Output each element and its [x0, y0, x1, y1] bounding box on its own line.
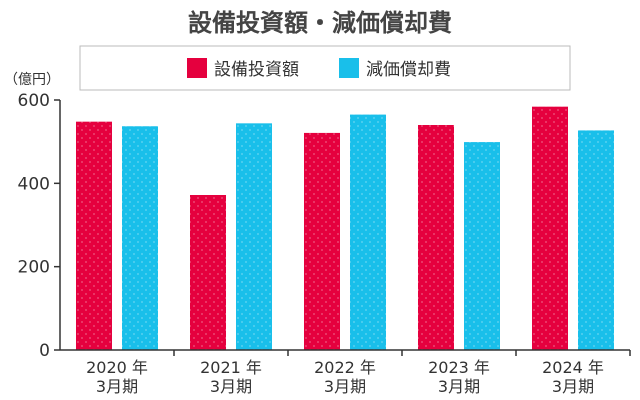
bar-texture	[122, 126, 158, 350]
y-axis-ticks: 0 200 400 600	[18, 91, 60, 361]
x-tick-label: 3月期	[552, 377, 594, 396]
legend-swatch-series-2	[339, 58, 359, 78]
legend-label-series-2: 減価償却費	[366, 60, 451, 80]
bar-texture	[578, 130, 614, 350]
bar-texture	[350, 114, 386, 350]
bar-texture	[532, 106, 568, 351]
x-tick-label: 3月期	[210, 377, 252, 396]
bar-texture	[418, 125, 454, 350]
bars	[76, 106, 614, 351]
bar-texture	[76, 121, 112, 351]
y-tick-label: 400	[18, 174, 50, 194]
x-tick-label: 3月期	[324, 377, 366, 396]
y-tick-label: 0	[39, 341, 50, 361]
legend-swatch-series-1	[187, 58, 207, 78]
y-tick-label: 200	[18, 258, 50, 278]
y-axis-unit-label: （億円）	[4, 72, 60, 88]
bar-texture	[304, 132, 340, 350]
bar-texture	[190, 195, 226, 350]
x-tick-label: 2024 年	[542, 358, 604, 377]
legend-box	[79, 45, 571, 91]
x-tick-label: 3月期	[96, 377, 138, 396]
y-tick-label: 600	[18, 91, 50, 111]
x-tick-label: 2020 年	[86, 358, 148, 377]
chart-title: 設備投資額・減価償却費	[188, 9, 452, 37]
bar-texture	[464, 142, 500, 350]
x-tick-label: 3月期	[438, 377, 480, 396]
x-tick-label: 2023 年	[428, 358, 490, 377]
x-tick-label: 2021 年	[200, 358, 262, 377]
x-tick-label: 2022 年	[314, 358, 376, 377]
bar-texture	[236, 123, 272, 350]
legend-label-series-1: 設備投資額	[214, 60, 299, 80]
legend: 設備投資額 減価償却費	[79, 45, 571, 91]
